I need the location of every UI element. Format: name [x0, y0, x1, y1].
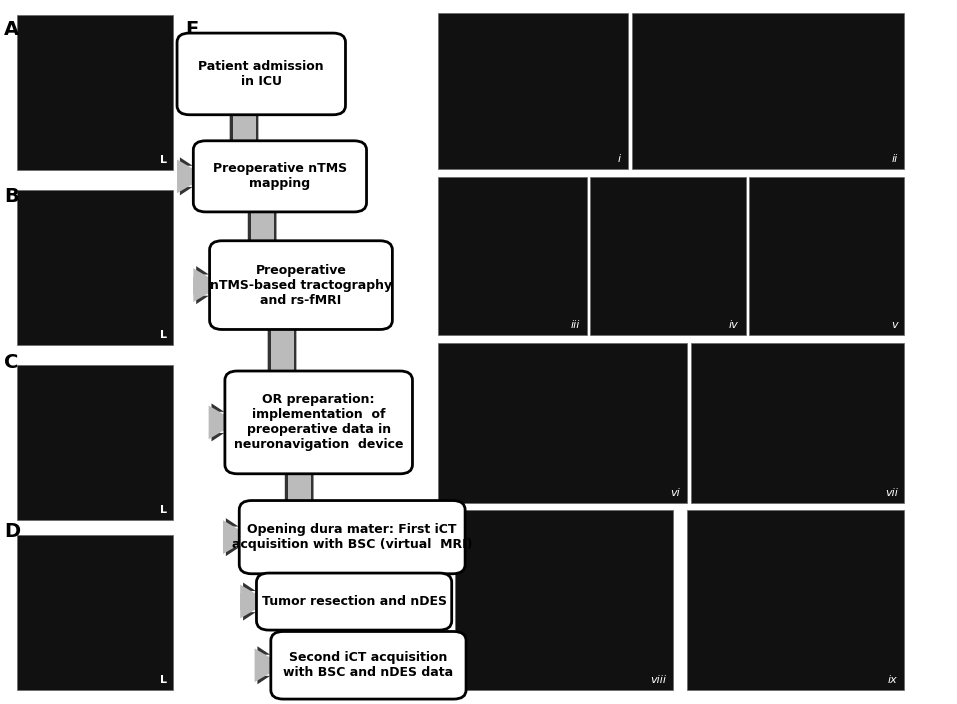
FancyBboxPatch shape: [438, 177, 587, 335]
Text: Patient admission
in ICU: Patient admission in ICU: [198, 60, 324, 88]
Text: ix: ix: [888, 675, 898, 685]
Text: C: C: [4, 353, 18, 372]
FancyBboxPatch shape: [17, 535, 173, 690]
Polygon shape: [193, 268, 222, 302]
Polygon shape: [177, 106, 256, 185]
FancyBboxPatch shape: [687, 510, 904, 690]
FancyBboxPatch shape: [225, 371, 412, 474]
Text: B: B: [4, 187, 18, 206]
Text: ii: ii: [891, 154, 898, 164]
Polygon shape: [193, 203, 274, 294]
Text: vii: vii: [885, 489, 898, 498]
FancyBboxPatch shape: [177, 33, 345, 115]
Text: D: D: [4, 522, 20, 541]
Text: L: L: [161, 156, 167, 165]
FancyBboxPatch shape: [256, 573, 452, 630]
Text: L: L: [161, 330, 167, 340]
FancyBboxPatch shape: [632, 13, 904, 169]
FancyBboxPatch shape: [590, 177, 746, 335]
FancyBboxPatch shape: [749, 177, 904, 335]
Text: Preoperative nTMS
mapping: Preoperative nTMS mapping: [212, 163, 347, 190]
FancyBboxPatch shape: [691, 343, 904, 503]
Polygon shape: [196, 201, 277, 304]
Polygon shape: [257, 619, 348, 684]
Polygon shape: [240, 584, 269, 618]
FancyBboxPatch shape: [438, 343, 687, 503]
FancyBboxPatch shape: [438, 13, 628, 169]
FancyBboxPatch shape: [17, 365, 173, 520]
Text: E: E: [186, 20, 199, 39]
Polygon shape: [226, 463, 314, 556]
Text: L: L: [161, 505, 167, 515]
FancyBboxPatch shape: [17, 190, 173, 345]
Text: iv: iv: [729, 320, 739, 330]
FancyBboxPatch shape: [193, 141, 367, 212]
Polygon shape: [223, 465, 311, 546]
Text: Second iCT acquisition
with BSC and nDES data: Second iCT acquisition with BSC and nDES…: [283, 651, 454, 679]
FancyBboxPatch shape: [271, 631, 466, 699]
Polygon shape: [180, 103, 258, 196]
Text: i: i: [618, 154, 621, 164]
Text: iii: iii: [570, 320, 580, 330]
Polygon shape: [255, 621, 345, 674]
Polygon shape: [255, 648, 283, 682]
Text: L: L: [161, 675, 167, 685]
Polygon shape: [211, 318, 297, 441]
FancyBboxPatch shape: [455, 510, 673, 690]
Polygon shape: [177, 160, 206, 194]
Text: Opening dura mater: First iCT
acquisition with BSC (virtual  MRI): Opening dura mater: First iCT acquisitio…: [232, 523, 473, 551]
Text: v: v: [891, 320, 898, 330]
FancyBboxPatch shape: [17, 15, 173, 170]
Text: Preoperative
nTMS-based tractography
and rs-fMRI: Preoperative nTMS-based tractography and…: [210, 263, 392, 307]
Polygon shape: [243, 562, 343, 621]
Polygon shape: [209, 320, 294, 431]
FancyBboxPatch shape: [239, 501, 465, 574]
Polygon shape: [223, 520, 252, 554]
Text: vi: vi: [671, 489, 680, 498]
Polygon shape: [209, 406, 237, 439]
Text: A: A: [4, 20, 19, 39]
Polygon shape: [240, 565, 340, 610]
Text: viii: viii: [650, 675, 666, 685]
Text: OR preparation:
implementation  of
preoperative data in
neuronavigation  device: OR preparation: implementation of preope…: [234, 394, 404, 451]
Text: Tumor resection and nDES: Tumor resection and nDES: [261, 595, 447, 608]
FancyBboxPatch shape: [210, 241, 392, 329]
